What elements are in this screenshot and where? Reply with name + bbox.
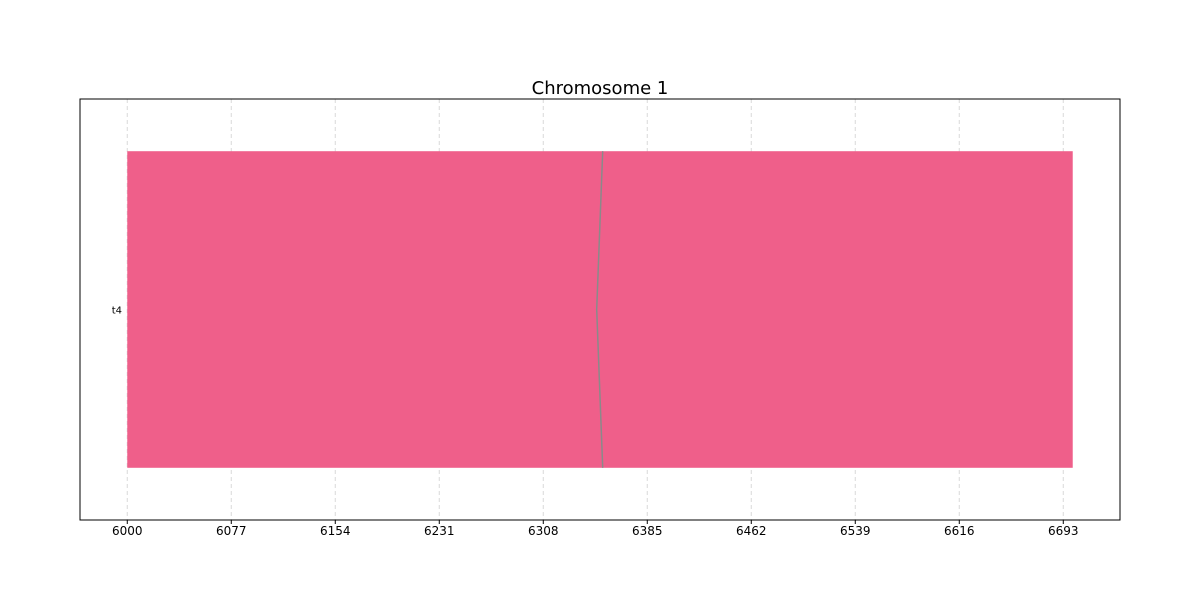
bar-layer [127, 151, 1073, 468]
segment-bar [127, 151, 1073, 468]
category-label: t4 [112, 306, 122, 317]
plot-frame [79, 98, 1121, 521]
x-tick-label: 6539 [840, 524, 871, 538]
x-tick-label: 6077 [216, 524, 247, 538]
chart-title: Chromosome 1 [532, 78, 669, 99]
segment-break-line [595, 151, 604, 468]
x-axis: 6000 6077 6154 6231 6308 6385 6462 6539 6616 6693 [112, 520, 1079, 538]
y-axis: t4 [112, 306, 122, 317]
x-tick-label: 6000 [112, 524, 143, 538]
x-tick-label: 6693 [1048, 524, 1079, 538]
x-tick-label: 6154 [320, 524, 351, 538]
x-tick-label: 6385 [632, 524, 663, 538]
x-tick-label: 6462 [736, 524, 767, 538]
x-tick-label: 6616 [944, 524, 975, 538]
x-tick-label: 6231 [424, 524, 455, 538]
x-tick-label: 6308 [528, 524, 559, 538]
